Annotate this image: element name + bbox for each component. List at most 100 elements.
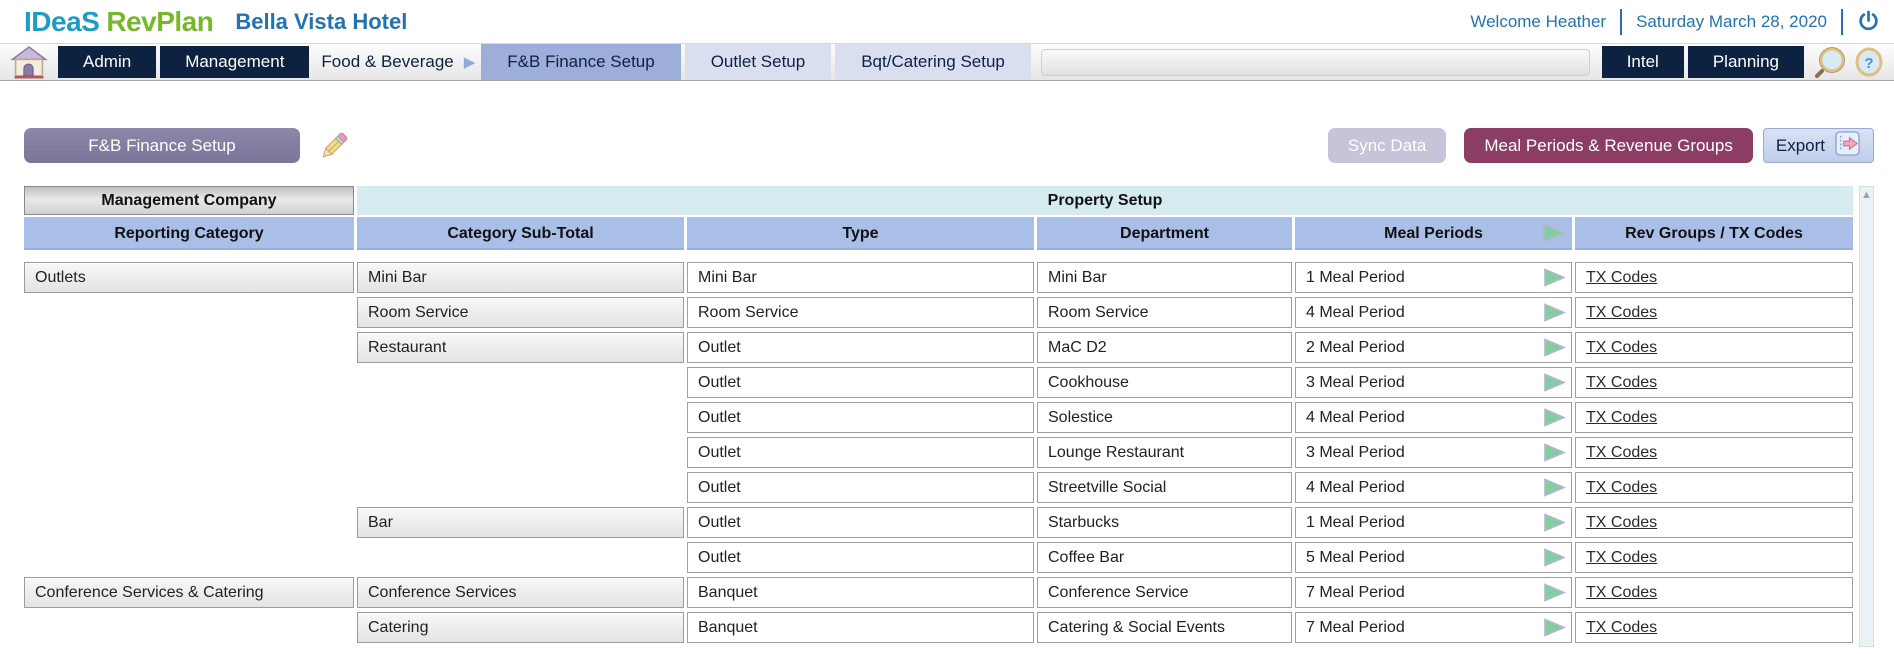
department-cell: Starbucks (1037, 507, 1292, 538)
meal-period-play-icon[interactable] (1543, 513, 1566, 532)
sub-total-cell: Bar (357, 507, 684, 538)
type-cell: Outlet (687, 367, 1034, 398)
tx-codes-link[interactable]: TX Codes (1586, 513, 1658, 531)
reporting-category-cell-empty (24, 437, 354, 468)
edit-pencil-icon[interactable] (318, 130, 350, 162)
meal-period-play-icon[interactable] (1543, 303, 1566, 322)
meal-period-play-icon[interactable] (1543, 583, 1566, 602)
reporting-category-cell-empty (24, 542, 354, 573)
meal-periods-cell: 3 Meal Period (1295, 367, 1572, 398)
nav-management-button[interactable]: Management (160, 46, 310, 78)
sync-data-button[interactable]: Sync Data (1327, 128, 1447, 163)
power-icon[interactable] (1857, 10, 1880, 33)
meal-period-play-icon[interactable] (1543, 478, 1566, 497)
department-cell: Streetville Social (1037, 472, 1292, 503)
department-cell: Cookhouse (1037, 367, 1292, 398)
meal-periods-cell: 7 Meal Period (1295, 577, 1572, 608)
scroll-up-icon[interactable]: ▲ (1861, 189, 1872, 201)
sub-total-cell-empty (357, 472, 684, 503)
tx-codes-link[interactable]: TX Codes (1586, 583, 1658, 601)
tab-fb-finance-setup[interactable]: F&B Finance Setup (481, 44, 681, 80)
rev-groups-cell: TX Codes (1575, 402, 1853, 433)
type-cell: Banquet (687, 612, 1034, 643)
tx-codes-link[interactable]: TX Codes (1586, 548, 1658, 566)
meal-period-play-icon[interactable] (1543, 338, 1566, 357)
type-cell: Outlet (687, 542, 1034, 573)
reporting-category-cell: Outlets (24, 262, 354, 293)
meal-period-play-icon[interactable] (1543, 268, 1566, 287)
tx-codes-link[interactable]: TX Codes (1586, 373, 1658, 391)
table-row: Restaurant Outlet MaC D2 2 Meal Period TX Co… (24, 332, 1853, 363)
finance-setup-table: Management Company Property Setup Report… (24, 186, 1853, 643)
vertical-scrollbar[interactable]: ▲ (1859, 186, 1874, 647)
nav-planning-button[interactable]: Planning (1687, 46, 1804, 78)
department-cell: Solestice (1037, 402, 1292, 433)
titlebar-right: Welcome Heather Saturday March 28, 2020 (1470, 8, 1880, 35)
meal-periods-cell: 4 Meal Period (1295, 402, 1572, 433)
tab-bqt-catering-setup[interactable]: Bqt/Catering Setup (835, 44, 1031, 80)
table-row: Outlet Lounge Restaurant 3 Meal Period TX C… (24, 437, 1853, 468)
tx-codes-link[interactable]: TX Codes (1586, 338, 1658, 356)
meal-period-play-icon[interactable] (1543, 408, 1566, 427)
table-row: Outlet Streetville Social 4 Meal Period TX … (24, 472, 1853, 503)
table-row: Outlet Coffee Bar 5 Meal Period TX Codes (24, 542, 1853, 573)
meal-periods-cell: 7 Meal Period (1295, 612, 1572, 643)
rev-groups-cell: TX Codes (1575, 367, 1853, 398)
search-icon[interactable] (1814, 45, 1848, 79)
tx-codes-link[interactable]: TX Codes (1586, 443, 1658, 461)
tx-codes-link[interactable]: TX Codes (1586, 268, 1658, 286)
date-text: Saturday March 28, 2020 (1636, 11, 1827, 31)
tx-codes-link[interactable]: TX Codes (1586, 303, 1658, 321)
nav-admin-button[interactable]: Admin (58, 46, 157, 78)
meal-periods-cell: 1 Meal Period (1295, 262, 1572, 293)
meal-period-play-icon[interactable] (1543, 618, 1566, 637)
department-cell: Catering & Social Events (1037, 612, 1292, 643)
home-icon[interactable] (10, 45, 48, 79)
tab-outlet-setup[interactable]: Outlet Setup (684, 44, 832, 80)
svg-text:?: ? (1864, 55, 1873, 72)
table-row: Outlets Mini Bar Mini Bar Mini Bar 1 Meal Pe… (24, 262, 1853, 293)
meal-periods-cell: 4 Meal Period (1295, 297, 1572, 328)
nav-spacer-bar (1040, 48, 1590, 76)
export-button-label: Export (1775, 135, 1825, 155)
breadcrumb-food-beverage[interactable]: Food & Beverage (321, 52, 454, 71)
export-button[interactable]: Export (1762, 128, 1874, 163)
meal-periods-header-label: Meal Periods (1384, 224, 1483, 242)
export-icon (1834, 130, 1861, 162)
meal-period-play-icon[interactable] (1543, 443, 1566, 462)
rev-groups-cell: TX Codes (1575, 507, 1853, 538)
sub-total-cell-empty (357, 367, 684, 398)
type-cell: Room Service (687, 297, 1034, 328)
table-rows: Outlets Mini Bar Mini Bar Mini Bar 1 Meal Pe… (24, 262, 1853, 643)
meal-period-play-icon[interactable] (1543, 548, 1566, 567)
sub-total-cell: Catering (357, 612, 684, 643)
department-cell: Mini Bar (1037, 262, 1292, 293)
meal-period-play-icon[interactable] (1543, 373, 1566, 392)
help-icon[interactable]: ? (1852, 45, 1886, 79)
tx-codes-link[interactable]: TX Codes (1586, 408, 1658, 426)
meal-periods-header-play-icon[interactable] (1542, 223, 1567, 248)
table-row: Bar Outlet Starbucks 1 Meal Period TX Codes (24, 507, 1853, 538)
department-cell: MaC D2 (1037, 332, 1292, 363)
meal-periods-cell: 1 Meal Period (1295, 507, 1572, 538)
page-title-chip[interactable]: F&B Finance Setup (24, 128, 300, 163)
rev-groups-cell: TX Codes (1575, 332, 1853, 363)
management-company-header: Management Company (24, 186, 354, 215)
department-cell: Coffee Bar (1037, 542, 1292, 573)
rev-groups-cell: TX Codes (1575, 472, 1853, 503)
sub-total-cell: Room Service (357, 297, 684, 328)
sub-total-cell-empty (357, 542, 684, 573)
column-header-row: Reporting Category Category Sub-Total Ty… (24, 217, 1853, 250)
logo-revplan: RevPlan (106, 5, 214, 37)
meal-periods-cell: 2 Meal Period (1295, 332, 1572, 363)
type-cell: Banquet (687, 577, 1034, 608)
col-header-type: Type (687, 217, 1034, 250)
meal-periods-revenue-groups-button[interactable]: Meal Periods & Revenue Groups (1464, 128, 1753, 163)
tx-codes-link[interactable]: TX Codes (1586, 478, 1658, 496)
table-row: Outlet Cookhouse 3 Meal Period TX Codes (24, 367, 1853, 398)
nav-intel-button[interactable]: Intel (1601, 46, 1684, 78)
table-row: Conference Services & Catering Conference… (24, 577, 1853, 608)
tx-codes-link[interactable]: TX Codes (1586, 618, 1658, 636)
rev-groups-cell: TX Codes (1575, 297, 1853, 328)
app-logo: IDeaS RevPlan (24, 5, 214, 38)
